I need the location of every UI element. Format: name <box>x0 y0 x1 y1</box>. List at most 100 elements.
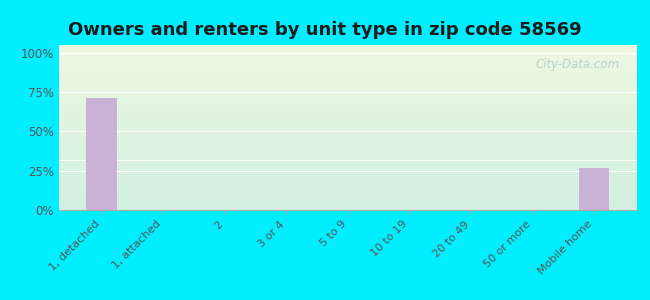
Bar <box>58 165 637 166</box>
Bar <box>58 174 637 175</box>
Bar <box>58 80 637 81</box>
Bar <box>58 47 637 48</box>
Bar <box>58 177 637 178</box>
Bar <box>58 126 637 127</box>
Bar <box>58 185 637 186</box>
Bar <box>58 204 637 205</box>
Bar <box>58 85 637 86</box>
Bar <box>58 152 637 153</box>
Bar <box>58 181 637 182</box>
Bar <box>58 131 637 132</box>
Bar <box>58 209 637 210</box>
Bar <box>58 120 637 121</box>
Bar <box>58 166 637 167</box>
Bar <box>58 73 637 74</box>
Bar <box>58 145 637 146</box>
Bar <box>58 135 637 136</box>
Text: Owners and renters by unit type in zip code 58569: Owners and renters by unit type in zip c… <box>68 21 582 39</box>
Bar <box>58 150 637 151</box>
Bar <box>58 132 637 133</box>
Bar <box>58 162 637 163</box>
Bar <box>58 175 637 176</box>
Bar <box>58 77 637 78</box>
Bar <box>58 138 637 139</box>
Bar <box>58 62 637 63</box>
Bar <box>58 48 637 49</box>
Bar <box>58 178 637 179</box>
Bar <box>58 86 637 87</box>
Bar <box>58 118 637 119</box>
Bar <box>58 140 637 141</box>
Bar <box>58 147 637 148</box>
Bar <box>58 67 637 68</box>
Bar <box>58 68 637 69</box>
Bar <box>58 72 637 73</box>
Bar <box>58 96 637 97</box>
Bar <box>58 81 637 82</box>
Bar <box>58 139 637 140</box>
Bar <box>58 84 637 85</box>
Bar <box>58 136 637 137</box>
Bar <box>58 101 637 102</box>
Bar <box>58 115 637 116</box>
Bar <box>58 182 637 183</box>
Bar <box>58 193 637 194</box>
Bar <box>58 75 637 76</box>
Bar <box>58 87 637 88</box>
Bar <box>58 107 637 108</box>
Bar <box>58 141 637 142</box>
Bar <box>58 97 637 98</box>
Bar <box>58 122 637 123</box>
Bar <box>58 151 637 152</box>
Bar <box>58 191 637 192</box>
Bar <box>58 89 637 90</box>
Bar <box>58 117 637 118</box>
Bar <box>58 199 637 200</box>
Bar <box>58 46 637 47</box>
Bar <box>58 66 637 67</box>
Bar <box>58 54 637 55</box>
Bar <box>58 195 637 196</box>
Bar <box>58 202 637 203</box>
Bar <box>58 109 637 110</box>
Bar <box>58 105 637 106</box>
Bar <box>58 189 637 190</box>
Bar <box>58 71 637 72</box>
Bar <box>58 127 637 128</box>
Bar <box>58 153 637 154</box>
Bar <box>58 142 637 143</box>
Bar <box>58 170 637 171</box>
Bar <box>58 137 637 138</box>
Bar <box>58 45 637 46</box>
Bar <box>58 95 637 96</box>
Bar <box>58 179 637 180</box>
Bar <box>58 208 637 209</box>
Bar <box>58 116 637 117</box>
Bar <box>86 98 117 210</box>
Bar <box>58 148 637 149</box>
Bar <box>58 130 637 131</box>
Bar <box>58 161 637 162</box>
Bar <box>58 196 637 197</box>
Bar <box>58 205 637 206</box>
Bar <box>58 202 637 203</box>
Bar <box>58 171 637 172</box>
Bar <box>58 114 637 115</box>
Bar <box>58 63 637 64</box>
Bar <box>58 123 637 124</box>
Bar <box>58 192 637 193</box>
Bar <box>58 82 637 83</box>
Bar <box>58 111 637 112</box>
Bar <box>58 98 637 99</box>
Bar <box>58 91 637 92</box>
Bar <box>58 197 637 198</box>
Bar <box>58 52 637 53</box>
Bar <box>58 172 637 173</box>
Bar <box>58 155 637 156</box>
Bar <box>58 57 637 58</box>
Bar <box>58 93 637 94</box>
Bar <box>58 159 637 160</box>
Bar <box>58 186 637 187</box>
Bar <box>58 183 637 184</box>
Bar <box>58 100 637 101</box>
